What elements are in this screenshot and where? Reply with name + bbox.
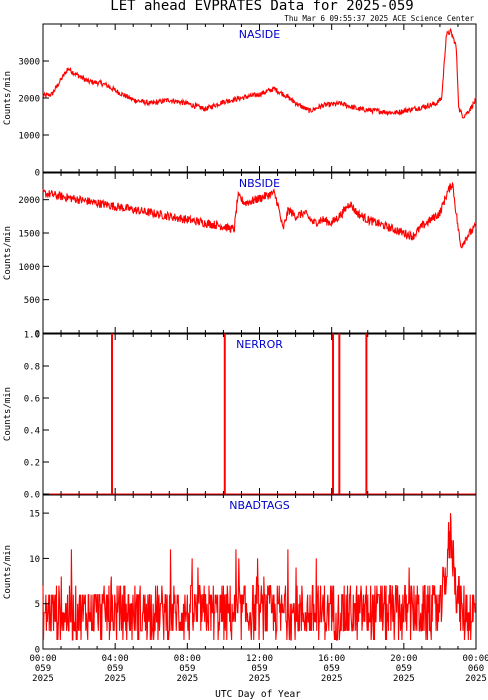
x-tick-label-line: 08:00 xyxy=(174,654,201,664)
y-tick-label: 15 xyxy=(29,510,40,520)
y-tick-label: 1000 xyxy=(18,132,40,142)
x-tick-label-line: 2025 xyxy=(321,674,343,684)
x-tick-label-line: 059 xyxy=(324,664,340,674)
series-line-nbside xyxy=(42,181,477,249)
panel-frame xyxy=(42,333,477,495)
x-tick-label-line: 059 xyxy=(251,664,267,674)
series-line-nbadtags xyxy=(42,513,477,641)
y-tick-label: 0 xyxy=(35,330,40,340)
y-tick-label: 0 xyxy=(35,169,40,179)
panel-frame xyxy=(42,23,477,173)
x-tick-label-line: 2025 xyxy=(249,674,271,684)
x-tick-label-line: 20:00 xyxy=(390,654,417,664)
y-tick-label: 2000 xyxy=(18,95,40,105)
y-tick-label: 500 xyxy=(24,296,40,306)
y-axis-title: Counts/min xyxy=(3,226,13,280)
x-tick-label-line: 16:00 xyxy=(318,654,345,664)
panel-nbside: 0 500 1000 1500 2000 NBSIDE Counts/min xyxy=(3,172,477,340)
y-tick-label: 1000 xyxy=(18,263,40,273)
series-line-nerror xyxy=(43,333,476,495)
x-tick-label-line: 059 xyxy=(107,664,123,674)
y-tick-label: 0 xyxy=(35,646,40,656)
x-tick-label-line: 059 xyxy=(35,664,51,674)
x-tick-label-line: 2025 xyxy=(176,674,198,684)
y-tick-label: 2000 xyxy=(18,196,40,206)
x-tick-label-line: 2025 xyxy=(465,674,487,684)
x-axis-title: UTC Day of Year xyxy=(215,689,301,700)
x-tick-label-line: 12:00 xyxy=(246,654,273,664)
y-tick-label: 0.4 xyxy=(24,427,40,437)
x-tick-label-line: 2025 xyxy=(32,674,54,684)
panel-naside: 0 1000 2000 3000 NASIDE Counts/min xyxy=(3,23,477,179)
panels-group: 0100020003000NASIDECounts/min05001000150… xyxy=(3,23,477,656)
panel-title: NBSIDE xyxy=(239,177,280,190)
y-tick-label: 1500 xyxy=(18,230,40,240)
panel-title: NBADTAGS xyxy=(229,499,289,512)
timestamp-label: Thu Mar 6 09:55:37 2025 ACE Science Cent… xyxy=(284,14,474,23)
x-axis-labels: 00:00059202504:00059202508:00059202512:0… xyxy=(29,654,488,684)
y-axis-title: Counts/min xyxy=(3,387,13,441)
x-tick-label-line: 00:00 xyxy=(462,654,488,664)
x-tick-label-line: 059 xyxy=(396,664,412,674)
y-tick-label: 0.0 xyxy=(24,491,40,501)
panel-nerror: 0.0 0.2 0.4 0.6 0.8 1.0 NERROR Counts/min xyxy=(3,331,477,501)
y-axis-title: Counts/min xyxy=(3,71,13,125)
series-line-naside xyxy=(42,27,477,119)
y-tick-label: 0.6 xyxy=(24,395,40,405)
x-tick-label-line: 2025 xyxy=(104,674,126,684)
panel-title: NERROR xyxy=(236,338,283,351)
y-tick-label: 0.8 xyxy=(24,363,40,373)
y-axis-title: Counts/min xyxy=(3,545,13,599)
x-tick-label-line: 2025 xyxy=(393,674,415,684)
panel-nbadtags: 0 5 10 15 NBADTAGS Counts/min xyxy=(3,494,477,656)
panel-title: NASIDE xyxy=(239,28,280,41)
y-tick-label: 5 xyxy=(35,600,40,610)
figure-title: LET ahead EVPRATES Data for 2025-059 xyxy=(110,0,413,14)
x-tick-label-line: 059 xyxy=(179,664,195,674)
x-tick-label-line: 00:00 xyxy=(29,654,56,664)
y-tick-label: 10 xyxy=(29,555,40,565)
y-tick-label: 0.2 xyxy=(24,459,40,469)
x-tick-label-line: 060 xyxy=(468,664,484,674)
x-tick-label-line: 04:00 xyxy=(102,654,129,664)
y-tick-label: 3000 xyxy=(18,58,40,68)
y-tick-label: 1.0 xyxy=(24,331,40,341)
